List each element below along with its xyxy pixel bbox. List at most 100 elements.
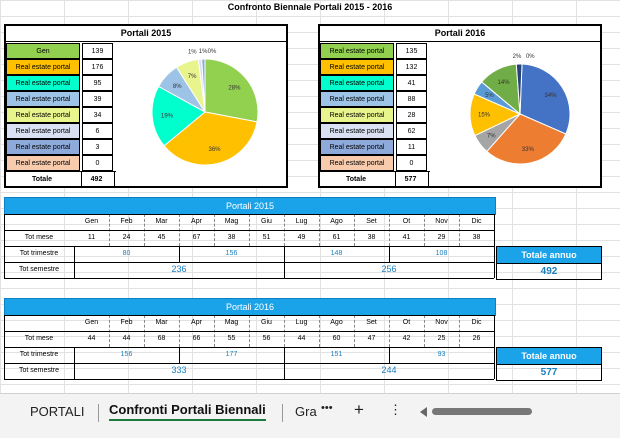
quarter-total-cell[interactable]: 156: [120, 351, 133, 358]
month-header: Mar: [155, 218, 168, 225]
row-label-mese: Tot mese: [24, 234, 54, 241]
table-banner: Portali 2015: [4, 197, 496, 215]
month-total-cell[interactable]: 61: [332, 234, 341, 241]
month-total-cell[interactable]: 38: [367, 234, 376, 241]
month-total-cell[interactable]: 11: [87, 234, 96, 241]
total-divider: [81, 171, 82, 186]
month-total-cell[interactable]: 26: [472, 335, 481, 342]
totale-annuo-value[interactable]: 577: [496, 364, 602, 381]
semester-total-cell[interactable]: 333: [171, 365, 187, 375]
tab-gra[interactable]: Gra: [295, 404, 317, 419]
quarter-total-cell[interactable]: 108: [435, 250, 448, 257]
pie-data-label: 19%: [161, 114, 174, 120]
month-total-cell[interactable]: 24: [122, 234, 131, 241]
table-edge: [4, 214, 5, 278]
quarter-total-cell[interactable]: 151: [330, 351, 343, 358]
sheet-menu-icon[interactable]: ⋮: [389, 402, 402, 417]
portal-label: Real estate portal: [320, 107, 394, 123]
pie-data-label: 34%: [544, 93, 557, 99]
portal-value: 135: [396, 43, 427, 59]
portal-value: 28: [396, 107, 427, 123]
month-header: Apr: [191, 319, 202, 326]
pie-data-label: 1%: [199, 49, 208, 55]
pie-data-label: 28%: [228, 86, 241, 92]
semester-total-cell[interactable]: 236: [171, 264, 187, 274]
more-tabs-icon[interactable]: •••: [321, 402, 333, 414]
quarter-total-cell[interactable]: 80: [122, 250, 131, 257]
portal-value: 11: [396, 139, 427, 155]
month-total-cell[interactable]: 44: [122, 335, 131, 342]
table-edge: [4, 315, 5, 379]
pie-data-label: 0%: [526, 54, 535, 60]
semester-divider: [284, 363, 285, 379]
portal-value: 0: [396, 155, 427, 171]
month-total-cell[interactable]: 47: [367, 335, 376, 342]
add-sheet-icon[interactable]: +: [354, 400, 364, 419]
horizontal-scrollbar[interactable]: [420, 405, 540, 419]
month-header: Dic: [471, 218, 482, 225]
portal-value: 6: [82, 123, 113, 139]
pie-data-label: 15%: [478, 113, 491, 119]
tab-portali[interactable]: PORTALI: [30, 404, 85, 419]
pie-data-label: 2%: [513, 54, 522, 60]
total-label: Totale: [320, 172, 392, 186]
month-total-cell[interactable]: 56: [262, 335, 271, 342]
scroll-thumb[interactable]: [432, 408, 532, 415]
total-label: Totale: [6, 172, 78, 186]
month-total-cell[interactable]: 66: [192, 335, 201, 342]
quarter-divider: [74, 347, 75, 363]
row-label-trimestre: Tot trimestre: [19, 250, 59, 257]
tab-separator: [282, 404, 283, 422]
pie-data-label: 14%: [498, 80, 511, 86]
total-row: Totale 492: [6, 171, 116, 187]
box-title: Portali 2015: [6, 26, 286, 42]
row-label-mese: Tot mese: [24, 335, 54, 342]
month-total-cell[interactable]: 49: [297, 234, 306, 241]
pie-data-label: 36%: [208, 147, 221, 153]
row-line: [4, 347, 494, 348]
month-total-cell[interactable]: 55: [227, 335, 236, 342]
month-total-cell[interactable]: 44: [297, 335, 306, 342]
pie-chart-2015: 28%36%19%8%7%1% 1% 0%: [151, 49, 259, 166]
month-total-cell[interactable]: 41: [402, 234, 411, 241]
month-header: Ago: [330, 218, 343, 225]
portal-value: 3: [82, 139, 113, 155]
month-total-cell[interactable]: 60: [332, 335, 341, 342]
table-edge: [494, 214, 495, 278]
month-total-cell[interactable]: 44: [87, 335, 96, 342]
sheet-tab-bar: PORTALI Confronti Portali Biennali Gra •…: [0, 393, 620, 438]
month-header: Ago: [330, 319, 343, 326]
semester-total-cell[interactable]: 244: [381, 365, 397, 375]
totale-annuo-value[interactable]: 492: [496, 263, 602, 280]
pie-slice: [151, 85, 206, 147]
month-total-cell[interactable]: 68: [157, 335, 166, 342]
month-total-cell[interactable]: 29: [437, 234, 446, 241]
portal-label: Real estate portal: [320, 91, 394, 107]
pie-data-label: 1%: [188, 49, 197, 55]
scroll-left-icon[interactable]: [420, 407, 427, 417]
portal-label: Real estate portal: [320, 123, 394, 139]
pie-slice: [519, 63, 571, 135]
month-total-cell[interactable]: 38: [472, 234, 481, 241]
portal-label: Real estate portal: [320, 59, 394, 75]
quarter-divider: [284, 246, 285, 262]
month-total-cell[interactable]: 45: [157, 234, 166, 241]
month-header: Dic: [471, 319, 482, 326]
tab-confronti-portali-biennali[interactable]: Confronti Portali Biennali: [109, 402, 266, 421]
quarter-total-cell[interactable]: 148: [330, 250, 343, 257]
portal-label: Real estate portal: [6, 107, 80, 123]
month-total-cell[interactable]: 51: [262, 234, 271, 241]
portal-value: 132: [396, 59, 427, 75]
month-total-cell[interactable]: 67: [192, 234, 201, 241]
quarter-total-cell[interactable]: 177: [225, 351, 238, 358]
portal-label: Real estate portal: [6, 139, 80, 155]
quarter-total-cell[interactable]: 156: [225, 250, 238, 257]
month-header: Lug: [295, 218, 308, 225]
month-total-cell[interactable]: 25: [437, 335, 446, 342]
box-divider: [428, 171, 429, 186]
month-total-cell[interactable]: 38: [227, 234, 236, 241]
month-total-cell[interactable]: 42: [402, 335, 411, 342]
quarter-total-cell[interactable]: 93: [437, 351, 446, 358]
semester-total-cell[interactable]: 256: [381, 264, 397, 274]
month-header: Giu: [261, 218, 272, 225]
